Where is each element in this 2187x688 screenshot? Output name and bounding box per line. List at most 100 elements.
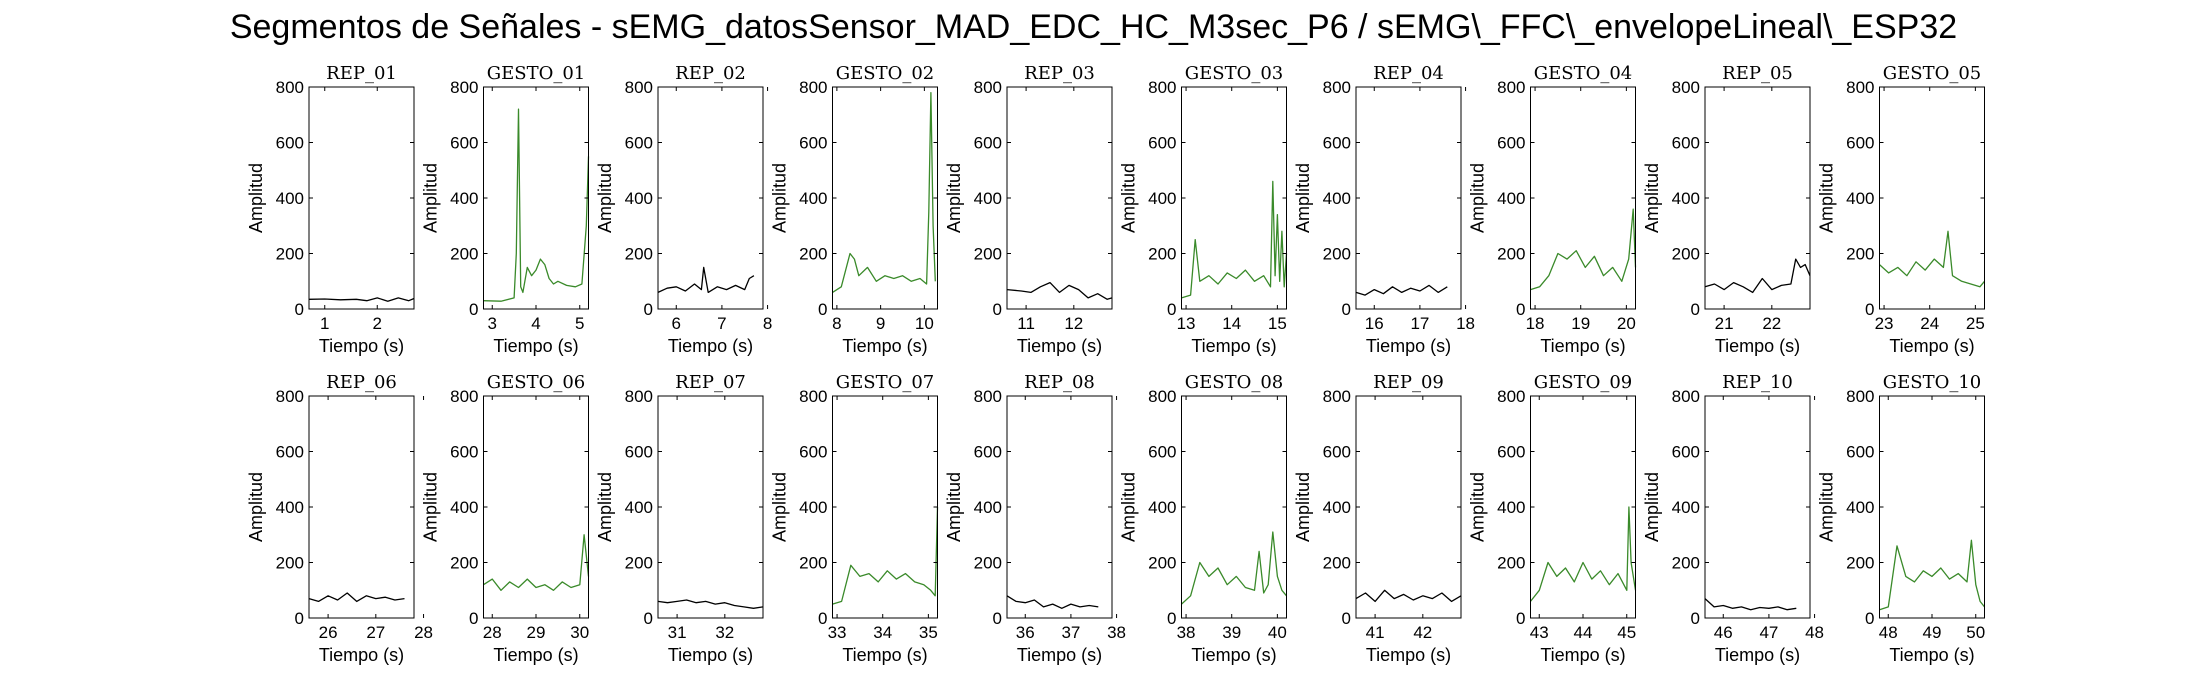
axes-box bbox=[657, 395, 764, 619]
y-tick-label: 800 bbox=[799, 387, 827, 406]
y-tick-label: 400 bbox=[1323, 189, 1351, 208]
x-axis-label: Tiempo (s) bbox=[1540, 336, 1625, 356]
subplot-gesto-09: GESTO_09 0 200 400 600 800 43 44 45 Tiempo (s) Amp… bbox=[1468, 372, 1637, 665]
y-tick-label: 0 bbox=[469, 300, 478, 319]
y-tick-label: 800 bbox=[1148, 78, 1176, 97]
y-tick-label: 200 bbox=[974, 245, 1002, 264]
series-line bbox=[308, 297, 415, 302]
x-tick-label: 24 bbox=[1920, 314, 1939, 333]
y-tick-label: 400 bbox=[1846, 189, 1874, 208]
y-tick-label: 0 bbox=[1865, 609, 1874, 628]
y-tick-label: 400 bbox=[974, 498, 1002, 517]
y-tick-label: 200 bbox=[1323, 554, 1351, 573]
x-axis-label: Tiempo (s) bbox=[1017, 336, 1102, 356]
subplot-title: REP_01 bbox=[326, 63, 397, 84]
x-tick-label: 35 bbox=[919, 623, 938, 642]
subplot-rep-10: REP_10 0 200 400 600 800 46 47 48 Tiempo (s) Ampli… bbox=[1642, 372, 1824, 665]
y-tick-label: 200 bbox=[799, 245, 827, 264]
x-tick-label: 29 bbox=[527, 623, 546, 642]
y-tick-label: 800 bbox=[799, 78, 827, 97]
y-axis-label: Amplitud bbox=[1642, 163, 1662, 233]
y-tick-label: 600 bbox=[974, 443, 1002, 462]
y-tick-label: 0 bbox=[644, 609, 653, 628]
axes-box bbox=[1006, 86, 1113, 310]
figure-title: Segmentos de Señales - sEMG_datosSensor_… bbox=[229, 8, 1958, 46]
subplot-title: GESTO_02 bbox=[836, 63, 935, 84]
y-tick-label: 800 bbox=[1672, 387, 1700, 406]
y-tick-label: 200 bbox=[799, 554, 827, 573]
x-tick-label: 33 bbox=[828, 623, 847, 642]
x-tick-label: 41 bbox=[1366, 623, 1385, 642]
y-tick-label: 200 bbox=[1497, 245, 1525, 264]
y-axis-label: Amplitud bbox=[1468, 163, 1488, 233]
subplot-title: REP_09 bbox=[1373, 372, 1444, 393]
y-tick-label: 200 bbox=[450, 245, 478, 264]
series-line bbox=[832, 506, 939, 605]
x-tick-label: 5 bbox=[575, 314, 584, 333]
x-tick-label: 11 bbox=[1017, 314, 1035, 333]
x-axis-label: Tiempo (s) bbox=[668, 645, 753, 665]
subplot-title: GESTO_10 bbox=[1883, 372, 1982, 393]
x-axis-label: Tiempo (s) bbox=[493, 336, 578, 356]
subplot-rep-03: REP_03 0 200 400 600 800 11 12 Tiempo (s) Amplitu… bbox=[944, 63, 1113, 356]
y-tick-label: 0 bbox=[1342, 300, 1351, 319]
x-axis-label: Tiempo (s) bbox=[1366, 645, 1451, 665]
series-line bbox=[1006, 595, 1099, 609]
x-axis-label: Tiempo (s) bbox=[1889, 336, 1974, 356]
y-tick-label: 800 bbox=[974, 78, 1002, 97]
axes-box bbox=[1355, 86, 1462, 310]
x-axis-label: Tiempo (s) bbox=[1017, 645, 1102, 665]
x-tick-label: 48 bbox=[1879, 623, 1898, 642]
y-tick-label: 400 bbox=[1148, 189, 1176, 208]
subplot-title: GESTO_09 bbox=[1534, 372, 1633, 393]
x-tick-label: 37 bbox=[1061, 623, 1080, 642]
y-tick-label: 600 bbox=[450, 443, 478, 462]
subplot-gesto-10: GESTO_10 0 200 400 600 800 48 49 50 Tiempo (s) Amp… bbox=[1817, 372, 1986, 665]
subplot-rep-08: REP_08 0 200 400 600 800 36 37 38 Tiempo (s) Ampli… bbox=[944, 372, 1126, 665]
x-tick-label: 39 bbox=[1222, 623, 1241, 642]
series-line bbox=[1181, 180, 1288, 299]
y-tick-label: 0 bbox=[818, 609, 827, 628]
y-tick-label: 0 bbox=[1516, 609, 1525, 628]
y-tick-label: 0 bbox=[469, 609, 478, 628]
x-tick-label: 23 bbox=[1875, 314, 1894, 333]
y-tick-label: 200 bbox=[276, 245, 304, 264]
subplot-gesto-07: GESTO_07 0 200 400 600 800 33 34 35 Tiempo (s) Amp… bbox=[770, 372, 939, 665]
y-tick-label: 600 bbox=[799, 134, 827, 153]
y-tick-label: 400 bbox=[974, 189, 1002, 208]
y-axis-label: Amplitud bbox=[1817, 163, 1837, 233]
x-axis-label: Tiempo (s) bbox=[1889, 645, 1974, 665]
x-tick-label: 14 bbox=[1222, 314, 1241, 333]
subplot-gesto-05: GESTO_05 0 200 400 600 800 23 24 25 Tiempo (s) Amp… bbox=[1817, 63, 1985, 356]
y-tick-label: 400 bbox=[1497, 189, 1525, 208]
series-line bbox=[1530, 208, 1637, 291]
y-tick-label: 800 bbox=[276, 387, 304, 406]
x-tick-label: 20 bbox=[1617, 314, 1636, 333]
y-tick-label: 0 bbox=[1342, 609, 1351, 628]
series-line bbox=[483, 534, 590, 591]
x-axis-label: Tiempo (s) bbox=[668, 336, 753, 356]
y-axis-label: Amplitud bbox=[1293, 472, 1313, 542]
x-tick-label: 27 bbox=[366, 623, 385, 642]
series-line bbox=[1006, 281, 1113, 300]
x-tick-label: 21 bbox=[1715, 314, 1734, 333]
y-tick-label: 200 bbox=[1672, 554, 1700, 573]
x-tick-label: 2 bbox=[373, 314, 382, 333]
x-tick-label: 22 bbox=[1762, 314, 1781, 333]
x-tick-label: 47 bbox=[1759, 623, 1778, 642]
subplot-rep-01: REP_01 0 200 400 600 800 1 2 Tiempo (s) Amplitud bbox=[246, 63, 415, 356]
y-tick-label: 200 bbox=[1323, 245, 1351, 264]
y-tick-label: 600 bbox=[974, 134, 1002, 153]
y-axis-label: Amplitud bbox=[595, 163, 615, 233]
x-tick-label: 43 bbox=[1530, 623, 1549, 642]
x-tick-label: 44 bbox=[1574, 623, 1593, 642]
y-axis-label: Amplitud bbox=[246, 472, 266, 542]
y-axis-label: Amplitud bbox=[1468, 472, 1488, 542]
x-tick-label: 8 bbox=[832, 314, 841, 333]
y-tick-label: 400 bbox=[1672, 498, 1700, 517]
y-tick-label: 0 bbox=[818, 300, 827, 319]
x-tick-label: 6 bbox=[672, 314, 681, 333]
series-line bbox=[1704, 258, 1811, 294]
y-tick-label: 800 bbox=[1846, 387, 1874, 406]
series-line bbox=[483, 108, 590, 302]
